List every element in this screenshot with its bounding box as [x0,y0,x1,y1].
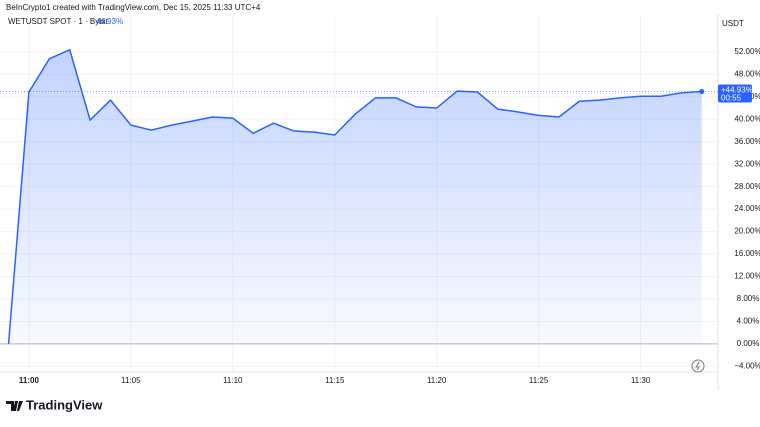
header: BeInCrypto1 created with TradingView.com… [6,3,261,12]
lightning-icon[interactable] [691,359,705,373]
chart-title: WETUSDT SPOT · 1 · Bybit [8,17,108,26]
x-tick-label: 11:30 [631,376,651,385]
x-tick-label: 11:15 [325,376,345,385]
y-tick-label: 28.00% [734,182,760,191]
last-point [699,89,705,95]
x-tick-label: 11:10 [223,376,243,385]
y-tick-label: 48.00% [734,69,760,78]
x-tick-label: 11:25 [529,376,549,385]
y-tick-label: 12.00% [734,272,760,281]
y-tick-label: 16.00% [734,249,760,258]
line [7,48,702,344]
x-tick-label: 11:20 [427,376,447,385]
price-tag-countdown: 00:55 [721,94,742,103]
lightning-bolt [695,361,700,371]
y-tick-label: −4.00% [734,361,760,370]
currency: USDT [722,19,744,28]
price-tag-label: +44.93% [721,86,753,95]
y-tick-label: 32.00% [734,159,760,168]
y-tick-label: 0.00% [737,339,760,348]
y-tick-label: 8.00% [737,294,760,303]
y-tick-label: 40.00% [734,114,760,123]
y-tick-label: 52.00% [734,47,760,56]
y-tick-label: 4.00% [737,317,760,326]
logo-mark [6,401,23,411]
legend-value: 44.93% [96,17,123,26]
y-tick-label: 24.00% [734,204,760,213]
y-tick-label: 20.00% [734,227,760,236]
y-tick-label: 36.00% [734,137,760,146]
x-tick-label: 11:00 [19,376,40,385]
area [8,49,702,344]
x-tick-label: 11:05 [121,376,141,385]
logo: TradingView [6,397,103,412]
logo-text: TradingView [26,397,103,412]
price-tag [718,84,752,103]
